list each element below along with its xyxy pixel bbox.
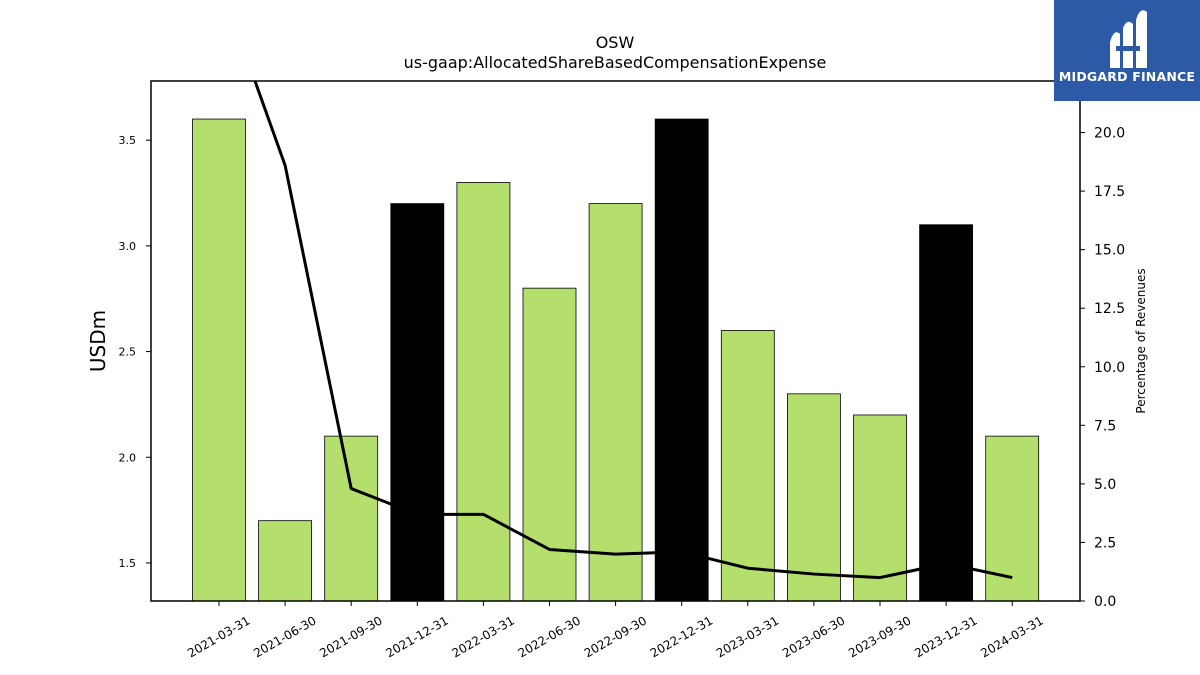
bar-2022-12-31 bbox=[654, 118, 709, 602]
y-tick-label: 3.5 bbox=[119, 134, 137, 147]
bar-2021-12-31 bbox=[390, 203, 445, 602]
bar-2022-06-30 bbox=[522, 287, 577, 602]
y-axis-label: USDm bbox=[86, 310, 110, 372]
x-tick-label: 2021-03-31 bbox=[185, 613, 252, 660]
brand-logo: MIDGARD FINANCE bbox=[1054, 0, 1200, 101]
y-tick-label: 2.0 bbox=[119, 451, 137, 464]
bar-2021-06-30 bbox=[258, 520, 313, 602]
y-axis-right: 0.0 2.5 5.0 7.5 10.0 12.5 15.0 17.5 20.0 bbox=[1080, 126, 1125, 610]
bar-2023-06-30 bbox=[787, 393, 841, 602]
bar-2022-03-31 bbox=[456, 182, 511, 602]
x-tick-label: 2021-06-30 bbox=[251, 613, 318, 660]
y2-tick-label: 5.0 bbox=[1094, 477, 1116, 493]
bar-2023-03-31 bbox=[720, 330, 775, 602]
bar-2021-09-30 bbox=[324, 435, 379, 602]
y2-tick-label: 15.0 bbox=[1094, 243, 1125, 259]
y2-tick-label: 20.0 bbox=[1094, 126, 1125, 142]
x-tick-label: 2021-12-31 bbox=[383, 613, 450, 660]
x-tick-label: 2023-03-31 bbox=[714, 613, 781, 660]
brand-name: MIDGARD FINANCE bbox=[1058, 69, 1196, 84]
bars-group bbox=[192, 118, 1040, 602]
y2-tick-label: 10.0 bbox=[1094, 360, 1125, 376]
bar-2023-12-31 bbox=[919, 224, 973, 602]
y-tick-label: 1.5 bbox=[119, 557, 137, 570]
x-tick-label: 2023-09-30 bbox=[846, 613, 913, 660]
bar-2021-03-31 bbox=[192, 118, 246, 602]
x-tick-label: 2022-03-31 bbox=[449, 613, 516, 660]
y-axis-left: 1.5 2.0 2.5 3.0 3.5 bbox=[119, 134, 151, 570]
bar-2022-09-30 bbox=[588, 203, 643, 602]
y-tick-label: 2.5 bbox=[119, 346, 137, 359]
x-tick-label: 2022-06-30 bbox=[516, 613, 583, 660]
y2-tick-label: 2.5 bbox=[1094, 535, 1116, 551]
bar-2023-09-30 bbox=[853, 414, 907, 602]
x-tick-label: 2022-09-30 bbox=[582, 613, 649, 660]
x-tick-label: 2024-03-31 bbox=[978, 613, 1045, 660]
x-tick-label: 2021-09-30 bbox=[317, 613, 384, 660]
y2-tick-label: 12.5 bbox=[1094, 301, 1125, 317]
x-axis: 2021-03-312021-06-302021-09-302021-12-31… bbox=[185, 601, 1046, 660]
percentage-line bbox=[253, 81, 1013, 580]
logo-mark-icon bbox=[1110, 10, 1147, 68]
x-tick-label: 2022-12-31 bbox=[648, 613, 715, 660]
y2-tick-label: 0.0 bbox=[1094, 594, 1116, 610]
chart-subtitle: us-gaap:AllocatedShareBasedCompensationE… bbox=[404, 53, 827, 72]
y2-tick-label: 7.5 bbox=[1094, 418, 1116, 434]
x-tick-label: 2023-06-30 bbox=[780, 613, 847, 660]
y2-axis-label: Percentage of Revenues bbox=[1134, 268, 1148, 413]
chart-title: OSW bbox=[596, 33, 635, 52]
y-tick-label: 3.0 bbox=[119, 240, 137, 253]
y2-tick-label: 17.5 bbox=[1094, 184, 1125, 200]
x-tick-label: 2023-12-31 bbox=[912, 613, 979, 660]
